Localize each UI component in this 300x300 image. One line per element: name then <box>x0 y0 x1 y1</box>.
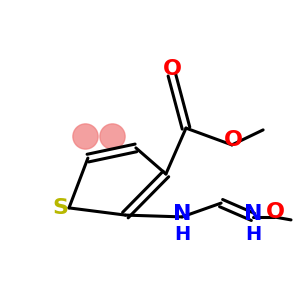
Text: O: O <box>162 59 182 79</box>
Text: O: O <box>224 130 243 150</box>
Text: N: N <box>244 204 262 224</box>
Text: S: S <box>52 198 68 218</box>
Circle shape <box>100 124 125 149</box>
Text: N: N <box>173 204 191 224</box>
Circle shape <box>73 124 98 149</box>
Text: H: H <box>174 225 190 244</box>
Text: O: O <box>266 202 285 222</box>
Text: H: H <box>245 225 261 244</box>
